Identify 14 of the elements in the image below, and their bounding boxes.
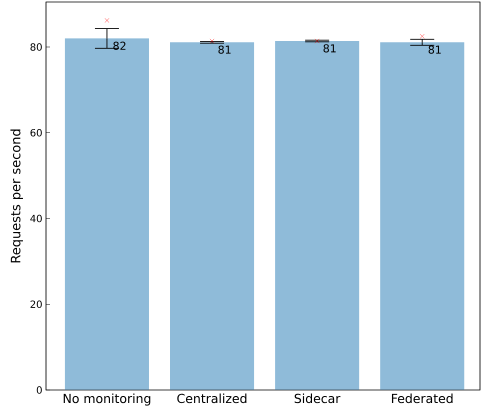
y-tick-label: 60 bbox=[30, 128, 42, 137]
x-tick-label: Federated bbox=[392, 394, 453, 404]
data-label: 81 bbox=[324, 44, 336, 52]
y-tick-label: 40 bbox=[30, 214, 42, 222]
y-tick-label: 20 bbox=[30, 300, 42, 308]
y-tick-label: 80 bbox=[30, 43, 42, 51]
data-label: 81 bbox=[218, 45, 231, 54]
y-axis-title: Requests per second bbox=[10, 130, 23, 262]
x-tick-label: Sidecar bbox=[294, 394, 340, 404]
y-tick-label: 0 bbox=[36, 386, 42, 394]
x-tick-label: No monitoring bbox=[64, 394, 150, 406]
x-tick-label: Centralized bbox=[177, 394, 246, 404]
data-label: 82 bbox=[113, 42, 126, 50]
data-label: 81 bbox=[428, 45, 441, 54]
